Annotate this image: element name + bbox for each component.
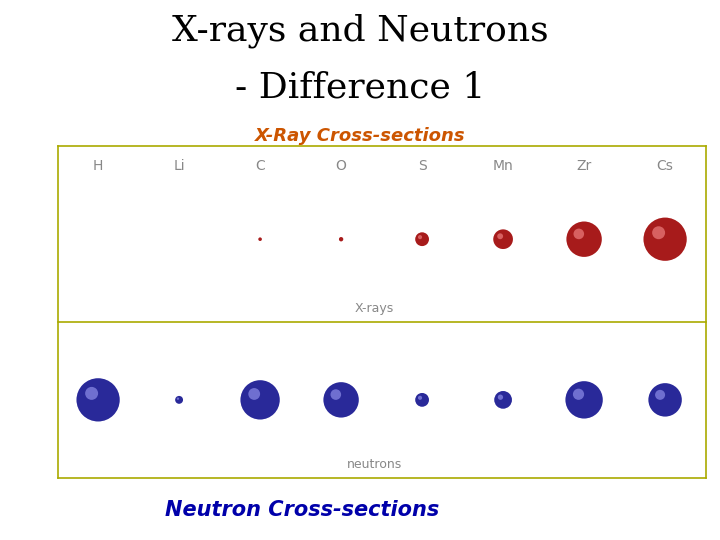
Ellipse shape xyxy=(175,396,183,404)
Text: S: S xyxy=(418,159,426,173)
Text: C: C xyxy=(255,159,265,173)
Ellipse shape xyxy=(567,221,602,257)
Text: Zr: Zr xyxy=(577,159,592,173)
Ellipse shape xyxy=(415,393,429,407)
Text: Cs: Cs xyxy=(657,159,673,173)
Text: X-rays and Neutrons: X-rays and Neutrons xyxy=(171,14,549,48)
Ellipse shape xyxy=(258,238,262,241)
Ellipse shape xyxy=(565,381,603,418)
Ellipse shape xyxy=(644,218,687,261)
Ellipse shape xyxy=(574,228,584,239)
Ellipse shape xyxy=(415,232,429,246)
Ellipse shape xyxy=(323,382,359,417)
Ellipse shape xyxy=(240,380,280,420)
Text: Mn: Mn xyxy=(492,159,513,173)
Ellipse shape xyxy=(573,389,584,400)
Text: Li: Li xyxy=(174,159,185,173)
Ellipse shape xyxy=(240,380,280,420)
Ellipse shape xyxy=(567,221,602,257)
Text: Neutron Cross-sections: Neutron Cross-sections xyxy=(166,500,439,521)
Ellipse shape xyxy=(76,378,120,421)
Ellipse shape xyxy=(176,397,179,400)
Ellipse shape xyxy=(652,226,665,239)
Text: - Difference 1: - Difference 1 xyxy=(235,70,485,104)
Text: X-Ray Cross-sections: X-Ray Cross-sections xyxy=(255,127,465,145)
Ellipse shape xyxy=(339,237,343,241)
Ellipse shape xyxy=(418,235,422,239)
Ellipse shape xyxy=(248,388,260,400)
Text: O: O xyxy=(336,159,346,173)
Ellipse shape xyxy=(494,391,512,409)
Ellipse shape xyxy=(323,382,359,417)
Ellipse shape xyxy=(649,383,682,416)
Ellipse shape xyxy=(493,230,513,249)
Ellipse shape xyxy=(655,390,665,400)
Ellipse shape xyxy=(498,233,503,239)
Ellipse shape xyxy=(339,237,343,241)
Ellipse shape xyxy=(498,395,503,400)
Text: H: H xyxy=(93,159,103,173)
Ellipse shape xyxy=(85,387,98,400)
Ellipse shape xyxy=(415,393,429,407)
Ellipse shape xyxy=(649,383,682,416)
Text: X-rays: X-rays xyxy=(355,302,394,315)
Ellipse shape xyxy=(175,396,183,404)
Ellipse shape xyxy=(418,396,422,400)
Ellipse shape xyxy=(415,232,429,246)
Ellipse shape xyxy=(493,230,513,249)
Text: neutrons: neutrons xyxy=(347,458,402,471)
Ellipse shape xyxy=(258,238,262,241)
Ellipse shape xyxy=(565,381,603,418)
Ellipse shape xyxy=(644,218,687,261)
Ellipse shape xyxy=(76,378,120,421)
Ellipse shape xyxy=(494,391,512,409)
Ellipse shape xyxy=(330,389,341,400)
